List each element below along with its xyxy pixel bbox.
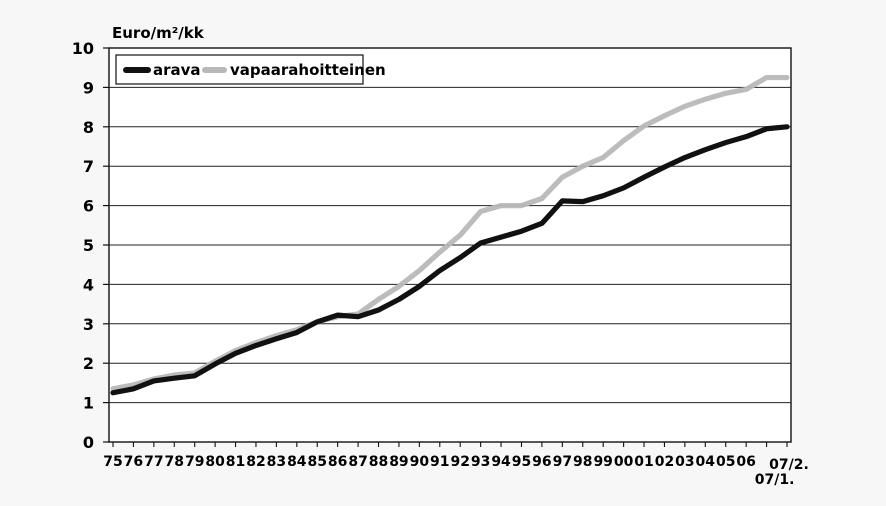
x-tick-label: 06 <box>736 454 755 470</box>
x-tick-label: 77 <box>144 454 163 470</box>
legend: arava vapaarahoitteinen <box>115 54 386 85</box>
x-tick-label: 01 <box>634 454 653 470</box>
x-tick-label: 81 <box>226 454 245 470</box>
legend-box <box>115 54 364 85</box>
y-tick-label: 8 <box>83 118 94 137</box>
legend-arava-label: arava <box>153 61 201 79</box>
y-tick-label: 6 <box>83 197 94 216</box>
x-tick-label: 98 <box>573 454 592 470</box>
x-tick-label: 91 <box>430 454 449 470</box>
x-tick-label: 88 <box>369 454 388 470</box>
x-tick-label: 83 <box>267 454 286 470</box>
y-tick-label: 10 <box>72 39 94 58</box>
x-tick-label: 84 <box>287 454 307 470</box>
x-tick-label: 96 <box>532 454 551 470</box>
x-tick-label: 80 <box>205 454 225 470</box>
y-tick-label: 0 <box>83 433 94 452</box>
x-tick-label: 86 <box>328 454 347 470</box>
y-tick-label: 3 <box>83 315 94 334</box>
x-tick-label: 79 <box>185 454 204 470</box>
x-tick-label: 82 <box>246 454 265 470</box>
y-tick-label: 9 <box>83 78 94 97</box>
series-line-arava <box>110 124 790 396</box>
x-tick-label: 92 <box>450 454 469 470</box>
y-tick-label: 4 <box>83 275 94 294</box>
x-tick-label: 93 <box>471 454 490 470</box>
y-tick-label: 2 <box>83 354 94 373</box>
x-tick-label: 02 <box>655 454 674 470</box>
x-tick-label: 99 <box>593 454 612 470</box>
x-tick-label: 97 <box>553 454 572 470</box>
grid-lines <box>109 86 791 404</box>
x-tick-label: 90 <box>410 454 430 470</box>
x-tick-label: 95 <box>512 454 531 470</box>
y-tick-label: 7 <box>83 157 94 176</box>
x-tick-label: 07/1. <box>755 472 795 488</box>
x-tick-label: 05 <box>716 454 735 470</box>
x-tick-label: 87 <box>348 454 367 470</box>
x-tick-label: 07/2. <box>769 457 809 473</box>
x-tick-label: 04 <box>696 454 716 470</box>
x-tick-label: 89 <box>389 454 408 470</box>
legend-vapaarahoitteinen-label: vapaarahoitteinen <box>230 61 386 79</box>
y-tick-label: 1 <box>83 394 94 413</box>
x-tick-label: 75 <box>103 454 122 470</box>
y-tick-label: 5 <box>83 236 94 255</box>
x-tick-label: 78 <box>165 454 184 470</box>
x-tick-label: 94 <box>491 454 511 470</box>
series-lines <box>110 74 790 396</box>
x-tick-label: 76 <box>124 454 143 470</box>
x-tick-label: 00 <box>614 454 634 470</box>
x-tick-label: 85 <box>308 454 327 470</box>
x-tick-label: 03 <box>675 454 694 470</box>
y-axis-label: Euro/m²/kk <box>112 24 205 42</box>
